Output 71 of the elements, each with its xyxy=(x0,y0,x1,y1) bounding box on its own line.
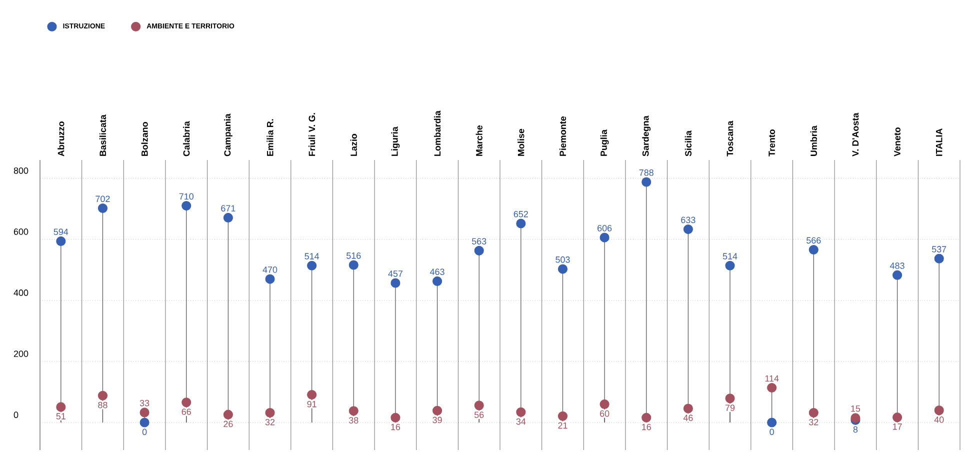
data-label: 88 xyxy=(98,402,108,408)
data-label: 21 xyxy=(558,422,568,429)
x-tick-label: Sardegna xyxy=(642,116,651,156)
data-label: 633 xyxy=(681,216,696,224)
x-tick-label: Basilicata xyxy=(99,114,106,156)
data-label: 46 xyxy=(683,414,693,422)
x-tick-label: Lazio xyxy=(350,134,357,156)
data-label: 16 xyxy=(642,424,651,430)
x-tick-label: Veneto xyxy=(894,127,900,156)
x-tick-label: Toscana xyxy=(726,120,734,156)
data-label: 39 xyxy=(432,416,442,424)
data-label: 17 xyxy=(892,424,902,430)
y-tick-label: 800 xyxy=(14,167,28,174)
data-label: 503 xyxy=(556,256,570,263)
x-tick-label: Liguria xyxy=(391,126,400,156)
x-tick-label: Puglia xyxy=(600,130,609,156)
x-tick-label: Umbria xyxy=(810,126,817,156)
data-label: 16 xyxy=(391,424,400,430)
data-label: 710 xyxy=(179,193,194,200)
data-label: 51 xyxy=(56,413,66,420)
x-tick-label: Trento xyxy=(768,129,775,156)
data-label: 457 xyxy=(388,270,402,277)
data-label: 483 xyxy=(890,262,904,269)
x-tick-label: Sicilia xyxy=(684,130,692,156)
x-tick-label: Molise xyxy=(518,128,524,156)
x-tick-label: Abruzzo xyxy=(58,121,64,156)
x-tick-label: V. D'Aosta xyxy=(852,112,859,156)
x-tick-label: Marche xyxy=(476,125,482,156)
x-tick-label: Friuli V. G. xyxy=(308,113,316,156)
y-tick-label: 400 xyxy=(14,290,28,296)
data-label: 8 xyxy=(853,426,858,433)
data-label: 0 xyxy=(142,428,147,436)
data-label: 514 xyxy=(722,253,738,260)
data-label: 79 xyxy=(725,404,735,411)
data-label: 470 xyxy=(262,266,278,273)
data-label: 514 xyxy=(304,253,320,260)
data-label: 566 xyxy=(806,237,821,244)
data-label: 606 xyxy=(598,224,612,232)
x-tick-label: Bolzano xyxy=(141,122,148,156)
y-tick-label: 600 xyxy=(14,228,28,235)
data-label: 33 xyxy=(140,400,150,406)
data-label: 56 xyxy=(474,412,484,418)
data-label: 114 xyxy=(765,375,779,382)
x-tick-label: Lombardia xyxy=(434,110,441,156)
data-label: 563 xyxy=(472,238,486,244)
data-label: 32 xyxy=(809,418,818,426)
data-label: 66 xyxy=(182,408,191,415)
data-label: 38 xyxy=(348,417,358,424)
x-tick-label: Calabria xyxy=(183,121,190,156)
x-tick-label: Piemonte xyxy=(559,116,566,156)
data-label: 60 xyxy=(600,410,610,417)
x-tick-label: Campania xyxy=(224,114,232,156)
data-label: 516 xyxy=(346,252,361,259)
data-label: 26 xyxy=(224,420,233,428)
data-label: 702 xyxy=(96,196,110,202)
data-label: 594 xyxy=(54,228,68,236)
data-label: 91 xyxy=(307,400,316,408)
y-tick-label: 200 xyxy=(14,350,28,357)
data-label: 0 xyxy=(770,428,774,436)
data-label: 671 xyxy=(221,205,236,212)
data-label: 463 xyxy=(430,268,444,276)
data-label: 40 xyxy=(934,416,944,423)
data-label: 32 xyxy=(265,418,275,426)
data-label: 652 xyxy=(514,210,528,218)
data-label: 537 xyxy=(932,246,946,252)
data-label: 788 xyxy=(639,169,654,176)
y-tick-label: 0 xyxy=(14,412,18,418)
x-tick-label: ITALIA xyxy=(936,128,942,156)
data-label: 34 xyxy=(516,418,526,425)
data-label: 15 xyxy=(851,405,860,412)
x-tick-label: Emilia R. xyxy=(266,119,274,156)
